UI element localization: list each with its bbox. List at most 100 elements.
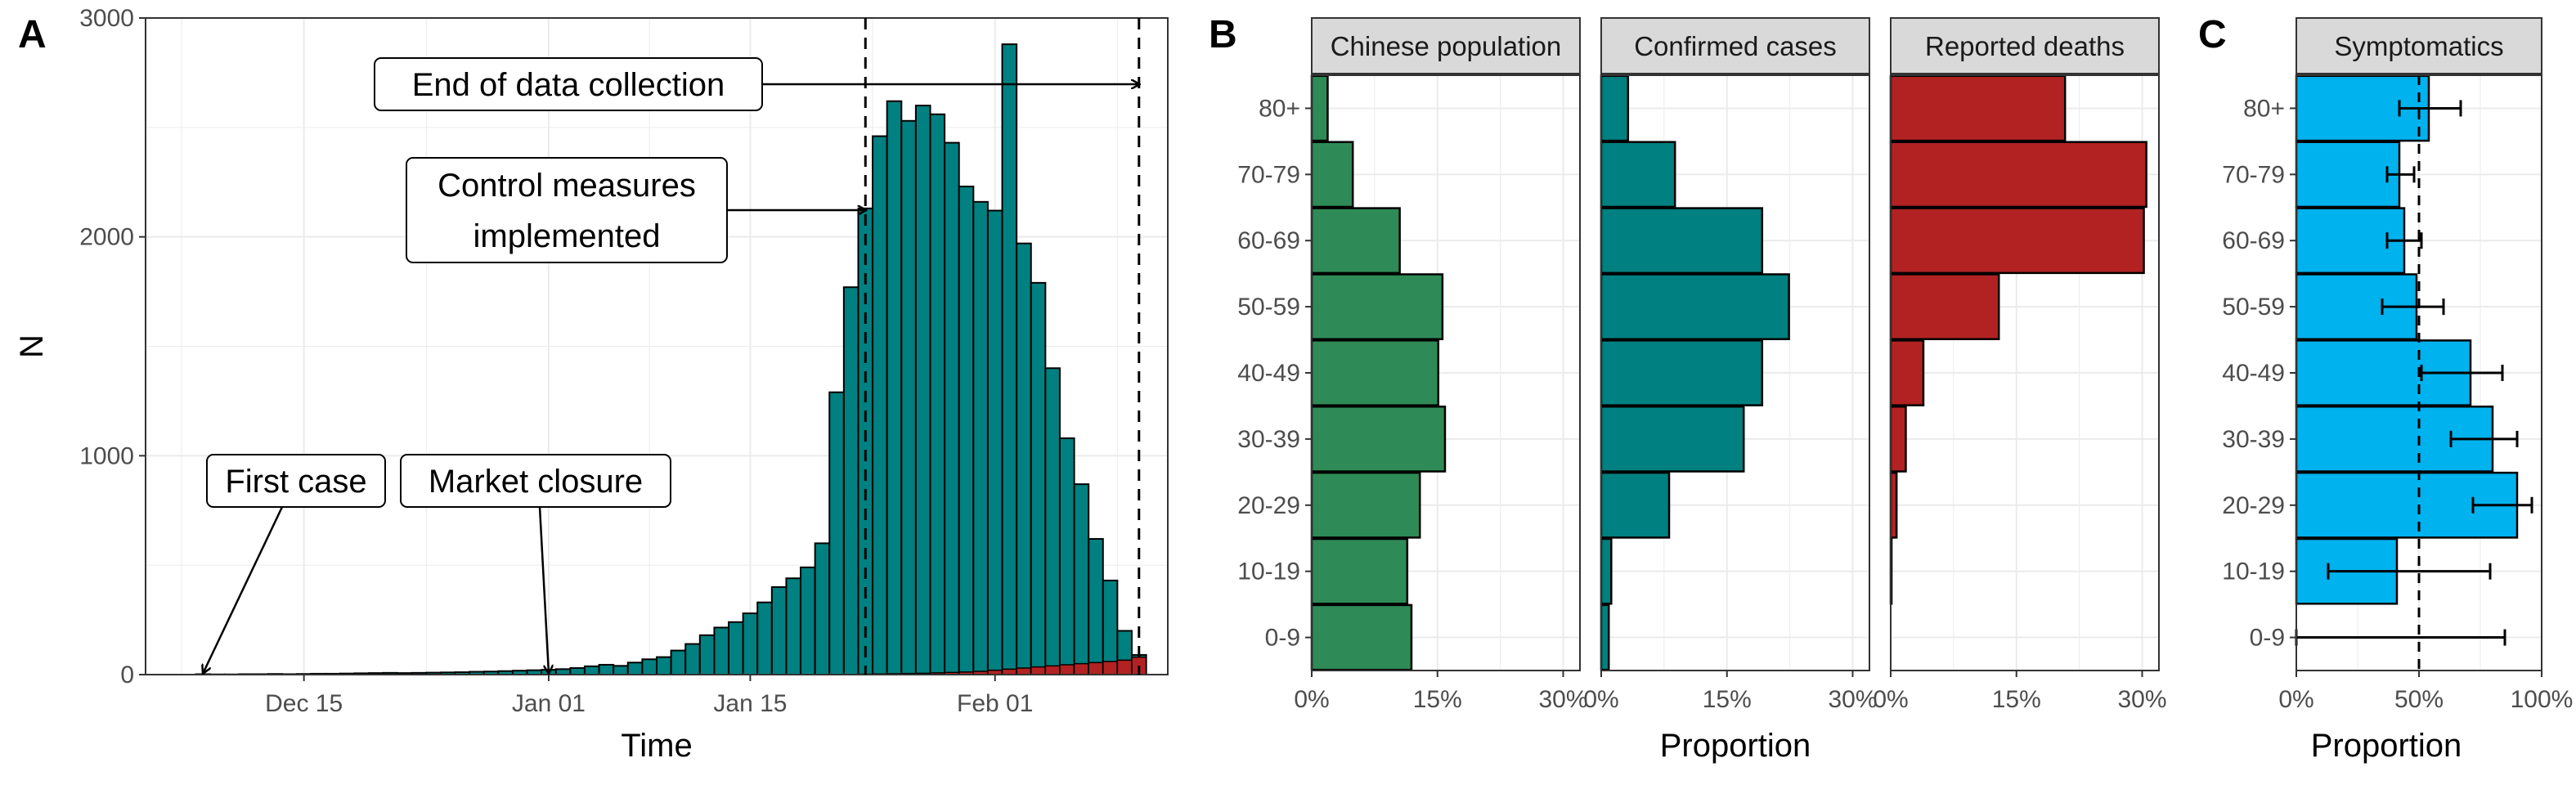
annotation-end-of-data-collection: End of data collection — [374, 57, 1139, 111]
facet-strip — [1600, 17, 1870, 74]
facet-strip — [2296, 17, 2542, 74]
bar-reported-deaths — [1059, 664, 1075, 675]
panel-letter-c: C — [2198, 13, 2227, 56]
y-tick-label: 60-69 — [1237, 227, 1300, 254]
bar-confirmed-cases — [800, 566, 816, 675]
y-tick-label: 50-59 — [2222, 294, 2285, 321]
bar-confirmed-cases — [698, 634, 716, 676]
bar-confirmed-cases — [770, 585, 788, 676]
x-tick-label: 100% — [2511, 686, 2574, 713]
y-tick-label: 80+ — [2243, 95, 2285, 122]
bar-reported-deaths — [1088, 662, 1104, 675]
bar-40-49 — [1600, 339, 1764, 406]
panel-a-border — [145, 17, 1169, 675]
bar-50-59 — [1310, 273, 1444, 340]
bar-confirmed-cases — [929, 113, 946, 676]
x-tick-label: 0% — [1294, 686, 1329, 713]
annotation-first-case: First case — [203, 454, 386, 673]
y-tick-label: 0-9 — [2250, 625, 2285, 652]
annotation-box — [374, 57, 763, 111]
bar-confirmed-cases — [986, 209, 1003, 675]
x-tick-label: 50% — [2394, 686, 2444, 713]
bar-confirmed-cases — [641, 658, 657, 675]
annotation-label: First case — [225, 464, 366, 500]
x-tick-label: 15% — [1703, 686, 1752, 713]
annotation-box — [400, 454, 671, 508]
annotation-label: Market closure — [429, 464, 643, 500]
bar-20-29 — [1889, 471, 1898, 539]
bar-0-9 — [1310, 603, 1413, 671]
bar-confirmed-cases — [944, 141, 960, 675]
bar-confirmed-cases — [814, 542, 831, 676]
annotation-box — [406, 157, 728, 263]
facet-border — [1600, 74, 1870, 671]
bar-30-39 — [1310, 406, 1447, 473]
panel-c-facet-symptomatics: Symptomatics 0% 50% 100% 0-9 10-19 20-29 30-39 4… — [2222, 17, 2574, 713]
bar-70-79 — [1310, 141, 1354, 209]
bar-0-9 — [1600, 603, 1610, 671]
annotation-label: Control measures — [438, 168, 696, 204]
panel-c-x-axis-title: Proportion — [2311, 728, 2462, 764]
bar-60-69 — [1600, 207, 1764, 275]
bar-confirmed-cases — [1030, 281, 1047, 675]
facet-strip-label: Chinese population — [1331, 31, 1562, 61]
y-tick-label: 3000 — [79, 5, 134, 32]
y-tick-label: 70-79 — [2222, 161, 2285, 188]
bar-reported-deaths — [1116, 659, 1133, 675]
y-tick-label: 30-39 — [2222, 426, 2285, 453]
bar-reported-deaths — [1030, 666, 1047, 675]
panel-b-facet-confirmed-cases: Confirmed cases 0% 15% 30% — [1583, 17, 1878, 713]
bar-confirmed-cases — [583, 665, 600, 676]
bar-confirmed-cases — [1102, 579, 1119, 675]
bar-confirmed-cases — [900, 119, 917, 675]
facet-strip — [1890, 17, 2160, 74]
y-axis-title: N — [14, 334, 50, 358]
bar-confirmed-cases — [598, 663, 615, 676]
bar-70-79 — [1600, 141, 1676, 209]
bar-confirmed-cases — [742, 612, 759, 676]
y-tick-label: 2000 — [79, 224, 134, 251]
bar-confirmed-cases — [958, 186, 975, 675]
facet-bars — [1310, 74, 1447, 671]
bar-70-79 — [1889, 141, 2147, 209]
facet-error-bars — [2295, 100, 2533, 646]
facet-border — [1890, 74, 2160, 671]
bar-30-39 — [1889, 406, 1907, 473]
facet-strip-label: Confirmed cases — [1634, 31, 1837, 61]
y-tick-label: 40-49 — [1237, 360, 1300, 387]
bar-80+ — [1889, 74, 2067, 142]
x-tick-label: Feb 01 — [957, 690, 1033, 717]
y-tick-label: 70-79 — [1237, 161, 1300, 188]
bar-confirmed-cases — [1016, 242, 1032, 675]
facet-strip-label: Symptomatics — [2334, 31, 2503, 61]
panel-a-epicurve: 0 1000 2000 3000 Dec 15 Jan 01 Jan 15 Feb 01 Tim… — [14, 5, 1169, 764]
panel-letter-b: B — [1209, 13, 1237, 56]
x-tick-label: 0% — [1873, 686, 1908, 713]
bar-50-59 — [1600, 273, 1790, 340]
bar-20-29 — [1600, 471, 1671, 539]
bar-10-19 — [1600, 537, 1613, 605]
bar-confirmed-cases — [972, 200, 989, 675]
bar-reported-deaths — [1001, 668, 1017, 675]
panel-b-facet-reported-deaths: Reported deaths 0% 15% 30% — [1873, 17, 2167, 713]
bar-confirmed-cases — [1001, 43, 1018, 676]
y-tick-label: 1000 — [79, 442, 134, 469]
x-axis-title: Time — [621, 728, 692, 764]
bar-80+ — [1310, 74, 1329, 142]
y-tick-label: 10-19 — [2222, 558, 2285, 585]
bar-confirmed-cases — [554, 668, 572, 676]
bar-confirmed-cases — [1088, 538, 1104, 676]
panel-b-facet-chinese-population: Chinese population 0% 15% 30% 0-9 10-19 20-29 3… — [1237, 17, 1588, 713]
bar-confirmed-cases — [656, 656, 672, 676]
bar-30-39 — [1600, 406, 1745, 473]
bar-confirmed-cases — [1073, 483, 1090, 675]
facet-bars — [1889, 74, 2147, 605]
bar-reported-deaths — [1016, 667, 1032, 675]
annotation-label: implemented — [473, 218, 660, 254]
bar-confirmed-cases — [626, 662, 644, 675]
bar-confirmed-cases — [569, 666, 586, 675]
bar-confirmed-cases — [670, 649, 687, 675]
bar-confirmed-cases — [684, 643, 701, 676]
bar-70-79 — [2295, 141, 2401, 209]
